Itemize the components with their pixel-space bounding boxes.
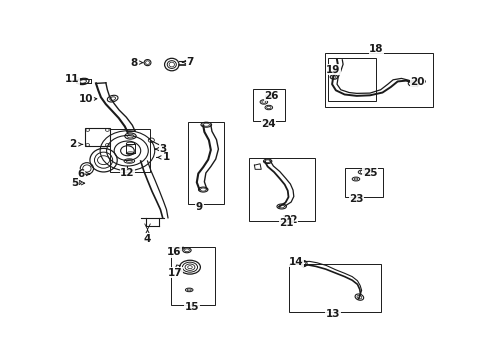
Text: 26: 26	[264, 91, 278, 101]
Text: 16: 16	[167, 247, 182, 257]
Text: 7: 7	[186, 57, 193, 67]
Text: 9: 9	[196, 202, 203, 212]
Bar	[288, 264, 381, 312]
Text: 5: 5	[71, 178, 78, 188]
Text: 20: 20	[409, 77, 424, 87]
Text: 22: 22	[283, 215, 297, 225]
Bar	[327, 58, 375, 102]
Bar	[188, 122, 224, 204]
Bar	[248, 158, 314, 221]
Text: 12: 12	[120, 168, 134, 179]
Text: 13: 13	[325, 309, 340, 319]
Bar	[110, 129, 150, 172]
Text: 8: 8	[130, 58, 138, 68]
Text: 14: 14	[288, 257, 303, 267]
Text: 23: 23	[349, 194, 363, 204]
Text: 25: 25	[362, 168, 376, 179]
Text: 4: 4	[143, 234, 151, 244]
Text: 24: 24	[261, 118, 275, 129]
Bar	[85, 128, 110, 146]
Text: 18: 18	[368, 44, 383, 54]
Text: 15: 15	[184, 302, 199, 312]
Bar	[324, 53, 432, 107]
Text: 17: 17	[168, 268, 183, 278]
Bar	[252, 89, 284, 121]
Bar	[345, 168, 383, 197]
Text: 2: 2	[69, 139, 76, 149]
Text: 10: 10	[79, 94, 94, 104]
Text: 21: 21	[279, 219, 293, 228]
Bar	[171, 247, 214, 305]
Text: 3: 3	[159, 144, 166, 154]
Text: 19: 19	[325, 64, 340, 75]
Text: 6: 6	[77, 169, 84, 179]
Text: 11: 11	[65, 74, 80, 84]
Text: 1: 1	[163, 152, 170, 162]
